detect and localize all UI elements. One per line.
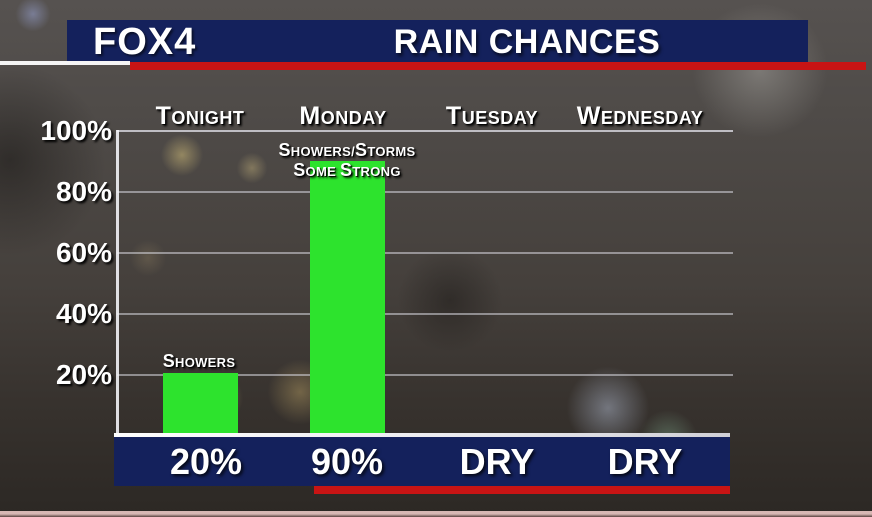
y-tick-label: 80%	[55, 176, 112, 207]
y-tick-label: 40%	[55, 298, 112, 329]
bar-monday	[310, 161, 385, 433]
bottom-edge-strip	[0, 511, 872, 517]
fox4-logo: FOX4	[93, 21, 197, 63]
column-header-monday: Monday	[299, 102, 387, 130]
annotation-tonight: Showers	[163, 352, 236, 372]
annotation-monday: Showers/Storms Some Strong	[278, 141, 415, 181]
bottom-summary-bar	[114, 437, 730, 486]
y-tick-label: 20%	[55, 359, 112, 390]
column-header-tuesday: Tuesday	[445, 102, 539, 130]
y-tick-label: 60%	[55, 237, 112, 268]
value-label-wednesday: DRY	[607, 441, 683, 482]
x-axis-baseline	[114, 433, 730, 437]
y-tick-label: 100%	[40, 115, 112, 146]
gridline-80	[117, 191, 733, 193]
header-bar: FOX4 RAIN CHANCES	[67, 20, 808, 63]
y-axis-line	[116, 130, 119, 435]
annotation-line: Showers/Storms	[278, 140, 416, 160]
bar-tonight	[163, 373, 238, 433]
value-label-monday: 90%	[310, 441, 384, 482]
annotation-line: Some Strong	[293, 160, 401, 180]
gridline-40	[117, 313, 733, 315]
value-label-tonight: 20%	[169, 441, 243, 482]
header-underline-white	[0, 61, 130, 65]
bottom-underline-red	[314, 486, 730, 494]
annotation-line: Showers	[162, 351, 236, 371]
column-header-wednesday: Wednesday	[576, 102, 704, 130]
header-underline-red	[130, 62, 866, 70]
gridline-100	[117, 130, 733, 132]
column-header-tonight: Tonight	[155, 102, 245, 130]
value-label-tuesday: DRY	[459, 441, 535, 482]
page-title: RAIN CHANCES	[393, 23, 661, 61]
gridline-20	[117, 374, 733, 376]
gridline-60	[117, 252, 733, 254]
